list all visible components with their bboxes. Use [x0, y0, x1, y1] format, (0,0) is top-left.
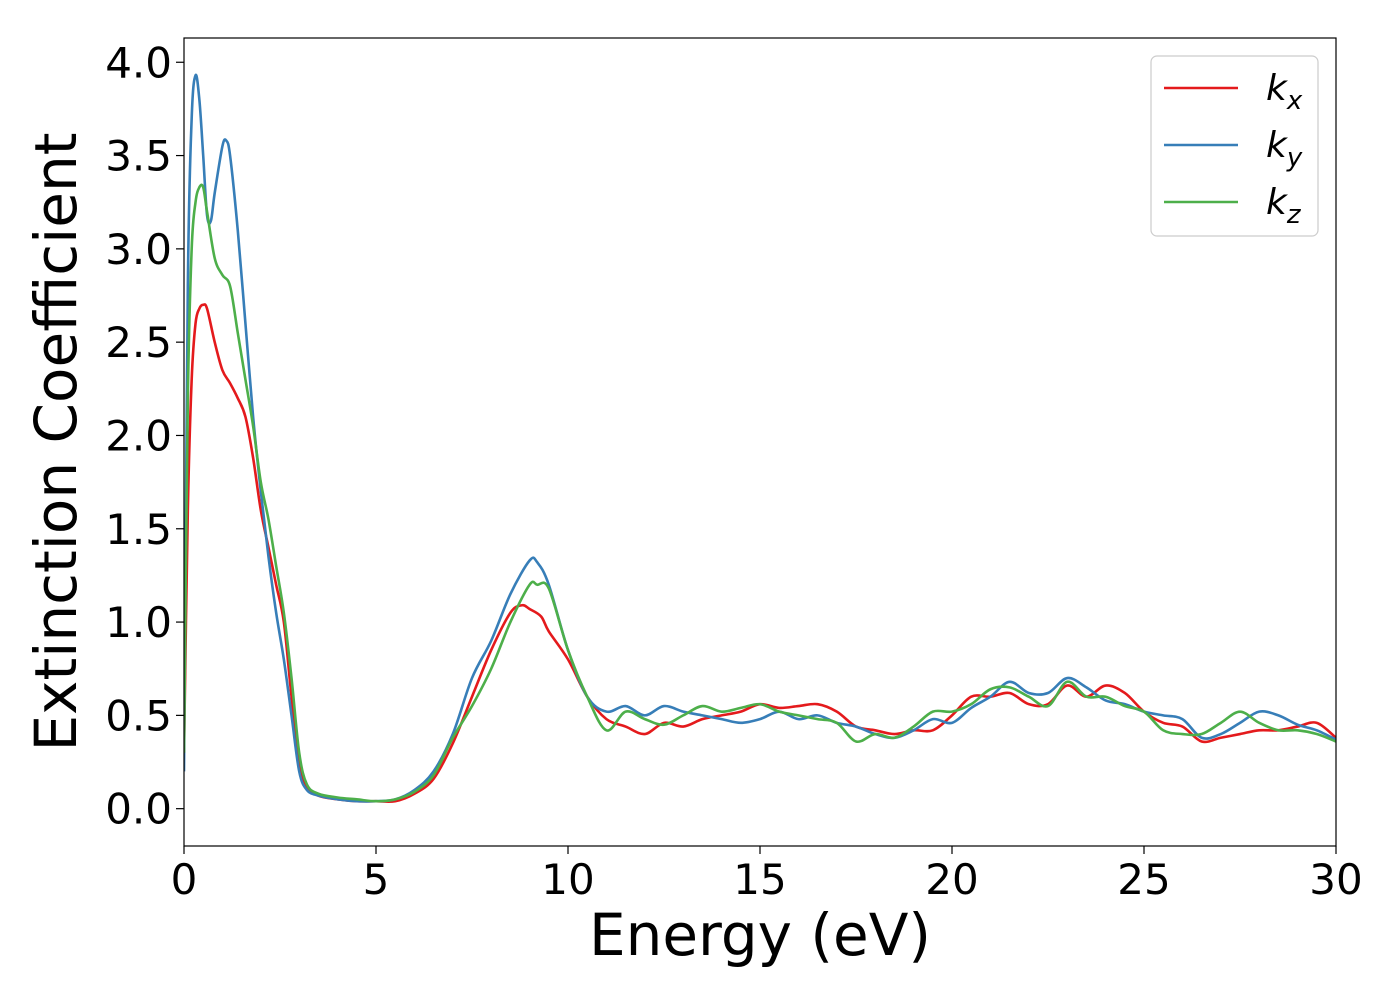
- x-tick-label: 0: [171, 855, 198, 904]
- y-tick-label: 4.0: [105, 38, 172, 87]
- y-axis: 0.0 0.5 1.0 1.5 2.0 2.5 3.0 3.5 4.0: [105, 38, 184, 834]
- series-line-kz: [184, 183, 1336, 803]
- x-axis-title: Energy (eV): [589, 901, 931, 969]
- legend-label-kz: kz: [1266, 182, 1302, 230]
- legend-label-base: k: [1266, 68, 1289, 109]
- x-tick-label: 15: [733, 855, 786, 904]
- series-layer: [184, 73, 1336, 804]
- legend-label-base: k: [1266, 182, 1289, 223]
- x-tick-label: 25: [1117, 855, 1170, 904]
- y-tick-label: 2.5: [105, 318, 172, 367]
- x-tick-label: 30: [1309, 855, 1362, 904]
- y-tick-label: 3.0: [105, 225, 172, 274]
- y-tick-label: 0.5: [105, 691, 172, 740]
- legend-label-base: k: [1266, 125, 1289, 166]
- series-line-kx: [184, 303, 1336, 804]
- x-tick-label: 10: [541, 855, 594, 904]
- legend-label-subscript: x: [1286, 86, 1303, 116]
- y-tick-label: 0.0: [105, 785, 172, 834]
- legend-label-kx: kx: [1266, 68, 1303, 116]
- legend-label-subscript: z: [1286, 200, 1302, 230]
- x-tick-label: 5: [363, 855, 390, 904]
- legend-label-subscript: y: [1286, 143, 1303, 173]
- y-tick-label: 3.5: [105, 132, 172, 181]
- y-tick-label: 2.0: [105, 411, 172, 460]
- y-tick-label: 1.0: [105, 598, 172, 647]
- y-axis-title: Extinction Coefficient: [22, 133, 90, 752]
- legend-label-ky: ky: [1266, 125, 1303, 173]
- x-axis: 0 5 10 15 20 25 30: [171, 846, 1363, 904]
- x-tick-label: 20: [925, 855, 978, 904]
- y-tick-label: 1.5: [105, 505, 172, 554]
